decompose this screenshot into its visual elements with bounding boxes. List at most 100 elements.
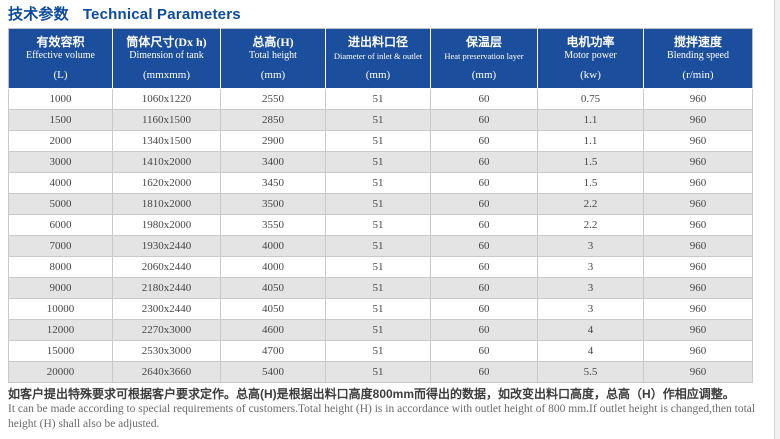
table-cell: 51: [325, 277, 431, 299]
column-header-text: (r/min): [682, 69, 714, 81]
table-cell: 60: [430, 256, 538, 278]
table-cell: 12000: [8, 319, 113, 341]
table-cell: 51: [325, 172, 431, 194]
table-cell: 60: [430, 214, 538, 236]
table-cell: 2640x3660: [112, 361, 221, 383]
table-cell: 51: [325, 298, 431, 320]
table-cell: 4000: [8, 172, 113, 194]
table-cell: 51: [325, 340, 431, 362]
column-header-4: 进出料口径 Diameter of inlet & outlet (mm): [325, 28, 431, 89]
table-row: 5000 1810x2000 3500 51 60 2.2 960: [8, 193, 753, 215]
table-cell: 960: [643, 193, 753, 215]
table-cell: 1.5: [537, 151, 644, 173]
column-header-1: 有效容积 Effective volume (L): [8, 28, 113, 89]
table-row: 3000 1410x2000 3400 51 60 1.5 960: [8, 151, 753, 173]
column-header-text: (mm): [365, 69, 391, 81]
table-cell: 2.2: [537, 193, 644, 215]
column-header-2: 筒体尺寸(Dx h) Dimension of tank (mmxmm): [112, 28, 221, 89]
table-cell: 51: [325, 151, 431, 173]
table-cell: 51: [325, 361, 431, 383]
column-header-text: Diameter of inlet & outlet: [333, 51, 423, 61]
column-header-5: 保温层 Heat preservation layer (mm): [430, 28, 538, 89]
table-cell: 1810x2000: [112, 193, 221, 215]
table-cell: 1930x2440: [112, 235, 221, 257]
table-cell: 60: [430, 151, 538, 173]
table-cell: 3550: [220, 214, 326, 236]
table-cell: 51: [325, 256, 431, 278]
footnote-en: It can be made according to special requ…: [8, 403, 756, 430]
table-cell: 7000: [8, 235, 113, 257]
table-cell: 60: [430, 193, 538, 215]
table-cell: 60: [430, 277, 538, 299]
table-cell: 960: [643, 340, 753, 362]
table-cell: 3: [537, 235, 644, 257]
table-cell: 60: [430, 340, 538, 362]
table-body: 1000 1060x1220 2550 51 60 0.75 960 1500 1160x150…: [8, 88, 753, 383]
table-row: 10000 2300x2440 4050 51 60 3 960: [8, 298, 753, 320]
table-cell: 1410x2000: [112, 151, 221, 173]
table-cell: 4000: [220, 235, 326, 257]
column-header-text: Heat preservation layer: [444, 51, 524, 61]
table-cell: 1340x1500: [112, 130, 221, 152]
column-header-text: 保温层: [465, 35, 502, 49]
table-row: 20000 2640x3660 5400 51 60 5.5 960: [8, 361, 753, 383]
table-row: 1500 1160x1500 2850 51 60 1.1 960: [8, 109, 753, 131]
column-header-text: (mm): [471, 69, 497, 81]
column-header-text: (mm): [260, 69, 286, 81]
table-cell: 4700: [220, 340, 326, 362]
table-cell: 2900: [220, 130, 326, 152]
table-cell: 60: [430, 109, 538, 131]
table-cell: 1000: [8, 88, 113, 110]
page-title: 技术参数 Technical Parameters: [8, 3, 241, 24]
table-cell: 960: [643, 172, 753, 194]
table-cell: 51: [325, 235, 431, 257]
table-cell: 2.2: [537, 214, 644, 236]
table-cell: 960: [643, 235, 753, 257]
table-cell: 3450: [220, 172, 326, 194]
page-title-en: Technical Parameters: [82, 6, 241, 23]
table-cell: 15000: [8, 340, 113, 362]
table-cell: 2550: [220, 88, 326, 110]
table-cell: 4: [537, 340, 644, 362]
table-cell: 960: [643, 151, 753, 173]
table-cell: 60: [430, 130, 538, 152]
table-cell: 960: [643, 214, 753, 236]
column-header-text: (kw): [580, 69, 601, 81]
table-cell: 60: [430, 319, 538, 341]
table-header-row: 有效容积 Effective volume (L) 筒体尺寸(Dx h) Dimensi…: [8, 28, 753, 89]
column-header-7: 搅拌速度 Blending speed (r/min): [643, 28, 753, 89]
table-cell: 3500: [220, 193, 326, 215]
table-row: 2000 1340x1500 2900 51 60 1.1 960: [8, 130, 753, 152]
table-row: 1000 1060x1220 2550 51 60 0.75 960: [8, 88, 753, 110]
table-cell: 2180x2440: [112, 277, 221, 299]
column-header-text: Blending speed: [667, 50, 729, 61]
table-row: 8000 2060x2440 4000 51 60 3 960: [8, 256, 753, 278]
table-cell: 1160x1500: [112, 109, 221, 131]
table-cell: 1980x2000: [112, 214, 221, 236]
table-cell: 60: [430, 298, 538, 320]
table-row: 15000 2530x3000 4700 51 60 4 960: [8, 340, 753, 362]
table-cell: 4: [537, 319, 644, 341]
column-header-text: 进出料口径: [347, 35, 408, 49]
table-cell: 5400: [220, 361, 326, 383]
table-cell: 2270x3000: [112, 319, 221, 341]
table-cell: 0.75: [537, 88, 644, 110]
table-cell: 51: [325, 214, 431, 236]
table-cell: 60: [430, 88, 538, 110]
footnote-zh: 如客户提出特殊要求可根据客户要求定作。总高(H)是根据出料口高度800mm而得出…: [8, 387, 735, 401]
table-cell: 60: [430, 235, 538, 257]
table-row: 9000 2180x2440 4050 51 60 3 960: [8, 277, 753, 299]
table-cell: 960: [643, 319, 753, 341]
column-header-text: Dimension of tank: [129, 50, 204, 61]
table-cell: 1500: [8, 109, 113, 131]
table-cell: 3: [537, 277, 644, 299]
column-header-3: 总高(H) Total height (mm): [220, 28, 326, 89]
table-cell: 2000: [8, 130, 113, 152]
table-cell: 960: [643, 109, 753, 131]
column-header-text: 电机功率: [566, 35, 615, 49]
table-cell: 9000: [8, 277, 113, 299]
table-cell: 51: [325, 193, 431, 215]
table-cell: 4600: [220, 319, 326, 341]
table-row: 6000 1980x2000 3550 51 60 2.2 960: [8, 214, 753, 236]
column-header-text: (L): [53, 69, 68, 81]
